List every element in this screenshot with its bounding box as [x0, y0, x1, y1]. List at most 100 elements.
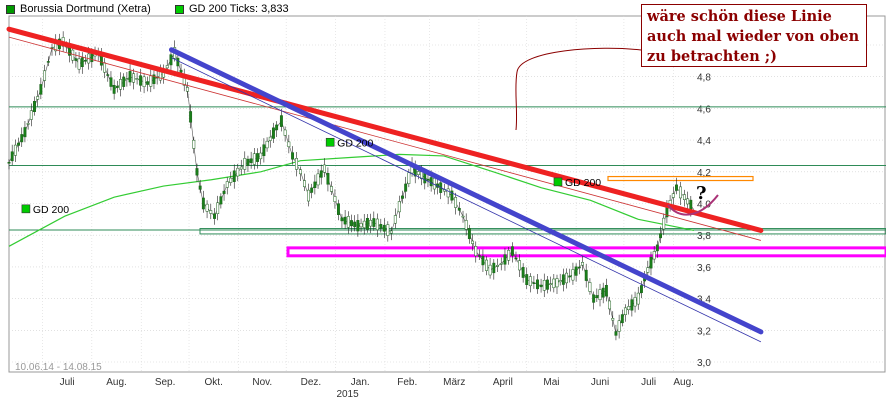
candle-body	[7, 162, 11, 164]
candle-body	[299, 169, 302, 175]
candle-body	[313, 181, 317, 188]
candle-body	[307, 189, 310, 202]
gd200-marker	[553, 177, 563, 187]
candle-body	[636, 292, 640, 305]
y-tick-label: 4,2	[697, 168, 711, 179]
candle-body	[549, 283, 553, 285]
x-tick-label: Feb.	[397, 377, 417, 388]
candle-body	[336, 203, 340, 215]
candle-body	[265, 140, 269, 149]
candle-body	[536, 279, 539, 290]
candle-body	[350, 220, 353, 227]
candle-body	[109, 77, 113, 87]
candle-body	[353, 221, 357, 228]
candle-body	[356, 220, 360, 232]
candle-body	[679, 186, 682, 199]
candle-body	[71, 49, 75, 61]
gd200-label: GD 200	[33, 204, 69, 216]
candle-body	[205, 203, 209, 212]
candle-body	[80, 57, 84, 67]
price-candles	[7, 31, 693, 341]
candle-body	[416, 171, 420, 175]
candle-body	[624, 307, 627, 315]
candle-body	[568, 275, 572, 278]
x-axis: Juli Aug. Sep. Okt. Nov. Dez. Jan. Feb. März Apri…	[42, 16, 694, 388]
candle-body	[125, 78, 129, 80]
candle-body	[485, 259, 488, 271]
candle-body	[372, 218, 376, 227]
candle-body	[232, 170, 236, 182]
candle-body	[29, 110, 33, 120]
x-tick-label: Juli	[60, 377, 75, 388]
candle-body	[633, 297, 637, 307]
x-tick-label: Sep.	[155, 377, 176, 388]
candle-body	[521, 267, 525, 278]
y-tick-label: 3,0	[697, 358, 711, 369]
y-tick-label: 3,4	[697, 295, 711, 306]
candle-body	[457, 207, 461, 211]
candle-body	[682, 194, 686, 200]
candle-body	[404, 183, 408, 192]
legend-price: Borussia Dortmund (Xetra)	[6, 3, 151, 15]
candle-body	[627, 306, 631, 311]
x-tick-label: Okt.	[205, 377, 223, 388]
candle-body	[192, 139, 196, 149]
candle-body	[146, 81, 150, 85]
candle-body	[362, 220, 366, 228]
candle-body	[239, 166, 243, 170]
candle-body	[552, 278, 556, 289]
legend-price-label: Borussia Dortmund (Xetra)	[20, 3, 151, 15]
candle-body	[112, 85, 116, 94]
candle-body	[287, 141, 291, 148]
candle-body	[514, 257, 518, 260]
orange-box	[607, 175, 754, 182]
candle-body	[386, 224, 390, 236]
candle-body	[581, 262, 584, 266]
candle-body	[379, 224, 383, 229]
candle-body	[359, 222, 363, 228]
candle-body	[488, 264, 492, 276]
x-tick-label: Dez.	[301, 377, 322, 388]
candle-body	[471, 240, 475, 244]
legend-gd200: GD 200 Ticks: 3,833	[175, 3, 289, 15]
candle-body	[601, 287, 605, 298]
candle-body	[617, 320, 621, 332]
x-tick-label: Aug.	[673, 377, 694, 388]
gd200-marker	[21, 204, 31, 214]
candle-body	[561, 274, 565, 285]
candle-body	[185, 87, 189, 92]
candle-body	[246, 158, 250, 166]
candle-body	[10, 151, 14, 162]
candle-body	[198, 185, 202, 190]
candle-body	[219, 196, 223, 205]
red-trend-channel	[8, 36, 762, 241]
candle-body	[17, 142, 21, 146]
candle-body	[598, 289, 602, 301]
x-tick-label: April	[493, 377, 513, 388]
x-tick-label: Juli	[641, 377, 656, 388]
candle-body	[236, 167, 240, 177]
candle-body	[397, 201, 401, 213]
candle-body	[268, 136, 272, 141]
candle-body	[429, 177, 433, 187]
candle-body	[584, 269, 588, 281]
candle-body	[365, 217, 369, 230]
candle-body	[139, 75, 143, 86]
candle-body	[103, 62, 107, 73]
candle-body	[316, 173, 320, 186]
legend-gd200-swatch	[175, 4, 184, 14]
candle-body	[542, 279, 546, 291]
candle-body	[275, 124, 279, 131]
candle-body	[614, 331, 618, 336]
candle-body	[326, 173, 330, 185]
candle-body	[649, 256, 653, 269]
candle-body	[310, 187, 314, 193]
candle-body	[608, 300, 612, 310]
candle-body	[209, 210, 213, 214]
candle-body	[142, 76, 146, 87]
candle-body	[43, 70, 47, 81]
candle-body	[340, 217, 344, 222]
candle-body	[461, 215, 465, 218]
candle-body	[646, 267, 650, 273]
date-range-label: 10.06.14 - 14.08.15	[15, 362, 102, 373]
